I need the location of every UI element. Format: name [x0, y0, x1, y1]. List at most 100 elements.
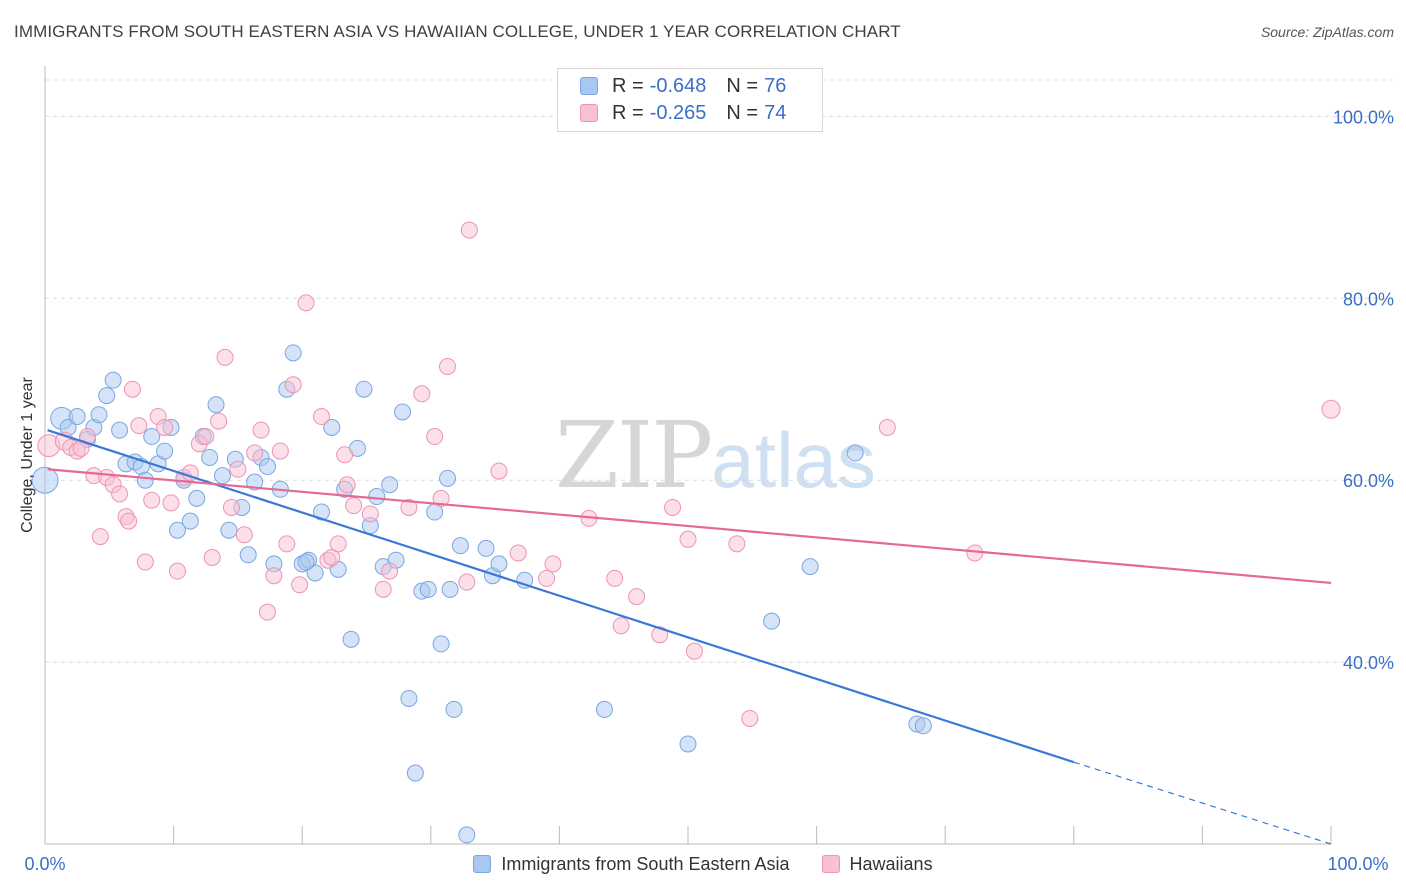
point-hawaiians [156, 418, 174, 436]
point-hawaiians [291, 576, 309, 594]
legend-swatch-hawaiians [821, 855, 840, 873]
trendline-immigrants-extension [1073, 761, 1332, 845]
point-hawaiians [381, 562, 399, 580]
point-hawaiians [278, 535, 296, 553]
point-immigrants [181, 512, 199, 530]
legend-swatch-pink [580, 104, 598, 122]
point-hawaiians [679, 530, 697, 548]
point-hawaiians [284, 376, 302, 394]
point-immigrants [477, 539, 495, 557]
n-label: N = [726, 101, 759, 124]
point-immigrants [441, 580, 459, 598]
point-hawaiians [111, 485, 129, 503]
point-hawaiians [329, 535, 347, 553]
point-hawaiians [216, 348, 234, 366]
point-hawaiians [222, 498, 240, 516]
point-immigrants [439, 469, 457, 487]
y-axis-label: College, Under 1 year [19, 377, 36, 533]
point-immigrants [419, 580, 437, 598]
point-immigrants [458, 826, 476, 844]
series-legend: Immigrants from South Eastern Asia Hawai… [0, 852, 1406, 876]
point-hawaiians [130, 417, 148, 435]
point-immigrants [143, 428, 161, 446]
point-hawaiians [612, 617, 630, 635]
watermark-zip: ZIP [555, 402, 713, 509]
point-hawaiians [400, 498, 418, 516]
point-hawaiians [361, 505, 379, 523]
x-tick-label: 0.0% [24, 854, 65, 874]
point-hawaiians [252, 421, 270, 439]
point-immigrants [297, 553, 315, 571]
point-hawaiians [143, 491, 161, 509]
point-hawaiians [544, 555, 562, 573]
point-immigrants [432, 635, 450, 653]
legend-label-hawaiians: Hawaiians [849, 853, 933, 874]
point-hawaiians [490, 462, 508, 480]
point-immigrants [239, 546, 257, 564]
point-immigrants [381, 476, 399, 494]
x-tick-label: 100.0% [1327, 854, 1388, 874]
watermark-atlas: atlas [711, 416, 876, 504]
point-immigrants [451, 537, 469, 555]
point-immigrants [312, 503, 330, 521]
r-label: R = [612, 74, 644, 97]
point-hawaiians [509, 544, 527, 562]
point-hawaiians [685, 642, 703, 660]
point-hawaiians [265, 567, 283, 585]
r-value: -0.648 [649, 74, 707, 97]
point-hawaiians [229, 460, 247, 478]
point-hawaiians [123, 380, 141, 398]
legend-swatch-immigrants [473, 855, 492, 873]
point-hawaiians [197, 428, 215, 446]
n-value: 76 [764, 74, 787, 97]
point-immigrants [220, 521, 238, 539]
chart-title: IMMIGRANTS FROM SOUTH EASTERN ASIA VS HA… [14, 22, 901, 41]
point-hawaiians [168, 562, 186, 580]
correlation-legend: R = -0.648 N = 76 R = -0.265 N = 74 [557, 68, 823, 132]
point-hawaiians [538, 569, 556, 587]
point-hawaiians [210, 412, 228, 430]
point-immigrants [368, 488, 386, 506]
y-tick-label: 40.0% [1343, 653, 1394, 673]
point-hawaiians [458, 573, 476, 591]
trendline-hawaiians [47, 468, 1332, 585]
point-hawaiians [878, 418, 896, 436]
point-immigrants [763, 612, 781, 630]
point-immigrants [914, 717, 932, 735]
point-hawaiians [413, 385, 431, 403]
point-hawaiians [426, 428, 444, 446]
point-hawaiians [651, 626, 669, 644]
point-hawaiians [246, 444, 264, 462]
point-hawaiians [1321, 399, 1341, 419]
point-hawaiians [91, 528, 109, 546]
point-immigrants [679, 735, 697, 753]
r-value: -0.265 [649, 101, 707, 124]
legend-item-hawaiians: Hawaiians [821, 853, 933, 875]
point-hawaiians [606, 569, 624, 587]
point-hawaiians [439, 358, 457, 375]
point-immigrants [207, 396, 225, 414]
point-immigrants [31, 466, 59, 494]
point-hawaiians [728, 535, 746, 553]
point-immigrants [201, 448, 219, 466]
point-immigrants [406, 764, 424, 782]
point-immigrants [111, 421, 129, 439]
n-value: 74 [764, 101, 787, 124]
legend-label-immigrants: Immigrants from South Eastern Asia [501, 853, 790, 874]
point-hawaiians [312, 408, 330, 426]
y-tick-label: 100.0% [1333, 107, 1394, 127]
point-immigrants [156, 442, 174, 460]
point-immigrants [188, 489, 206, 507]
point-immigrants [342, 630, 360, 648]
point-hawaiians [297, 294, 315, 312]
point-hawaiians [432, 489, 450, 507]
watermark: ZIPatlas [555, 402, 876, 509]
point-immigrants [136, 471, 154, 489]
point-hawaiians [258, 603, 276, 621]
point-immigrants [90, 406, 108, 424]
legend-row-pink: R = -0.265 N = 74 [580, 102, 786, 124]
point-hawaiians [136, 553, 154, 571]
point-immigrants [355, 380, 373, 398]
legend-swatch-blue [580, 77, 598, 95]
point-hawaiians [628, 588, 646, 606]
